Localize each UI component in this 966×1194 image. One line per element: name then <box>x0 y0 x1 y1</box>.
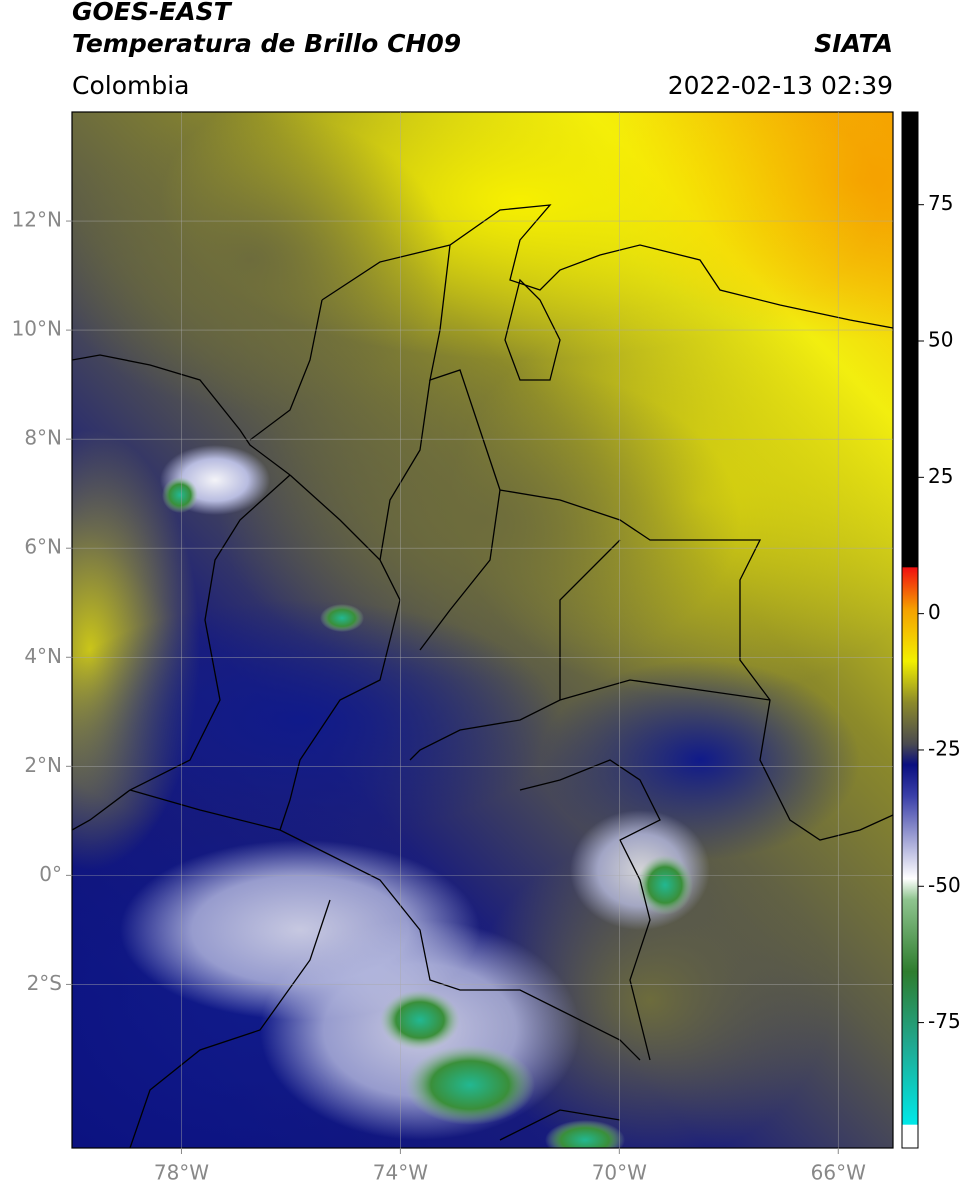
colorbar-tick-label: 75 <box>928 191 953 215</box>
colorbar-tick-label: -25 <box>928 736 961 760</box>
colorbar-tick-label: 25 <box>928 464 953 488</box>
x-tick-label: 74°W <box>373 1161 428 1185</box>
y-tick-label: 2°N <box>24 753 62 777</box>
region: Colombia <box>72 71 189 100</box>
title: GOES-EAST <box>72 0 233 26</box>
colorbar-tick-label: 50 <box>928 328 953 352</box>
source: SIATA <box>814 29 893 58</box>
colorbar-tick-label: -75 <box>928 1009 961 1033</box>
x-tick-label: 66°W <box>811 1161 866 1185</box>
subtitle: Temperatura de Brillo CH09 <box>72 29 461 58</box>
x-tick-label: 78°W <box>154 1161 209 1185</box>
y-tick-label: 0° <box>39 862 62 886</box>
y-tick-label: 10°N <box>12 317 62 341</box>
satellite-image <box>72 112 893 1148</box>
colorbar-tick-label: 0 <box>928 600 941 624</box>
x-tick-label: 70°W <box>592 1161 647 1185</box>
colorbar-tick-label: -50 <box>928 873 961 897</box>
y-tick-label: 8°N <box>24 426 62 450</box>
y-tick-label: 4°N <box>24 644 62 668</box>
datetime: 2022-02-13 02:39 <box>668 71 893 100</box>
y-tick-label: 12°N <box>12 208 62 232</box>
y-tick-label: 6°N <box>24 535 62 559</box>
colorbar <box>901 111 919 1149</box>
map-frame <box>71 111 894 1149</box>
y-tick-label: 2°S <box>27 971 62 995</box>
